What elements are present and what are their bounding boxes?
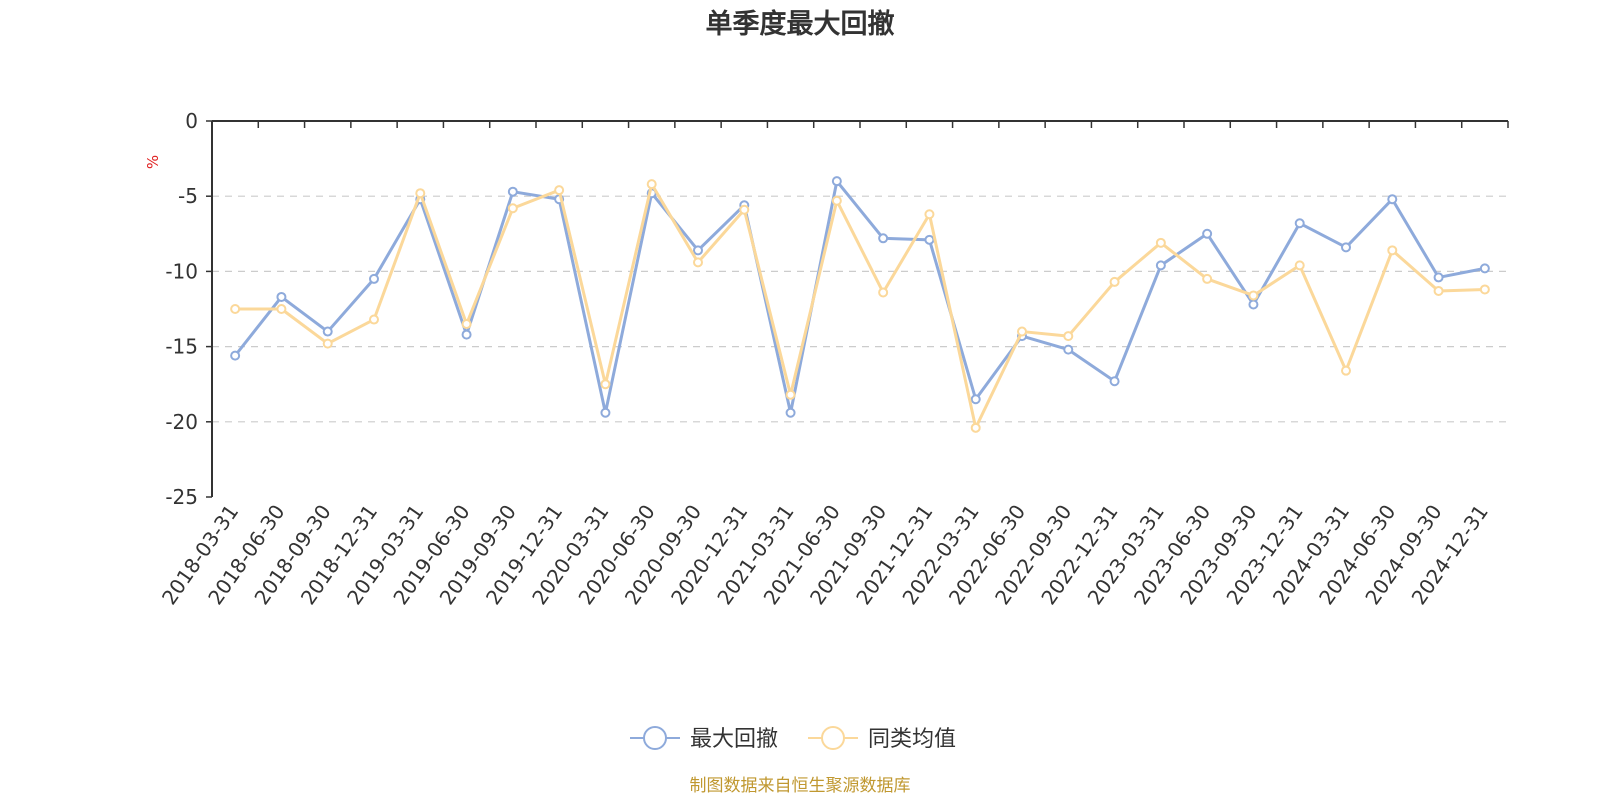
y-tick-label: 0 xyxy=(185,109,198,133)
data-point[interactable] xyxy=(507,203,518,214)
data-point[interactable] xyxy=(1063,344,1074,355)
data-point[interactable] xyxy=(1479,263,1490,274)
data-point[interactable] xyxy=(1387,245,1398,256)
data-point[interactable] xyxy=(924,234,935,245)
legend-label: 同类均值 xyxy=(868,727,956,752)
data-point[interactable] xyxy=(276,304,287,314)
data-point[interactable] xyxy=(1433,272,1444,283)
y-tick-label: -10 xyxy=(165,259,198,283)
y-tick-label: -25 xyxy=(165,485,198,509)
data-point[interactable] xyxy=(693,245,703,256)
data-point[interactable] xyxy=(785,407,796,418)
y-axis-label: % xyxy=(144,155,162,169)
data-point[interactable] xyxy=(1433,285,1444,296)
data-point[interactable] xyxy=(831,176,842,187)
data-point[interactable] xyxy=(785,389,796,400)
data-point[interactable] xyxy=(415,188,426,199)
legend-item-1[interactable]: 同类均值 xyxy=(808,726,956,752)
data-point[interactable] xyxy=(1109,376,1120,387)
y-tick-label: -20 xyxy=(165,410,198,434)
data-point[interactable] xyxy=(1387,194,1398,205)
data-point[interactable] xyxy=(1155,237,1166,248)
data-point[interactable] xyxy=(1479,284,1490,295)
data-point[interactable] xyxy=(1248,290,1259,301)
legend-marker xyxy=(643,726,667,750)
data-point[interactable] xyxy=(507,186,518,197)
data-point[interactable] xyxy=(322,338,333,349)
x-tick-labels: 2018-03-312018-06-302018-09-302018-12-31… xyxy=(157,500,1493,609)
data-point[interactable] xyxy=(1248,299,1259,310)
data-point[interactable] xyxy=(322,326,333,337)
data-point[interactable] xyxy=(1063,331,1074,342)
data-point[interactable] xyxy=(878,287,889,298)
data-point[interactable] xyxy=(739,204,750,215)
data-point[interactable] xyxy=(1202,273,1213,284)
data-point[interactable] xyxy=(1109,276,1120,287)
legend-label: 最大回撤 xyxy=(690,727,778,752)
legend[interactable]: 最大回撤 同类均值 xyxy=(630,726,956,752)
data-point[interactable] xyxy=(970,394,981,405)
data-point[interactable] xyxy=(924,209,935,220)
data-point[interactable] xyxy=(1294,260,1305,271)
data-point[interactable] xyxy=(1202,228,1213,239)
data-point[interactable] xyxy=(600,407,611,418)
series-line xyxy=(235,182,1485,430)
data-point[interactable] xyxy=(369,273,379,284)
data-point[interactable] xyxy=(693,257,703,268)
data-point[interactable] xyxy=(461,319,472,330)
data-point[interactable] xyxy=(1341,365,1351,376)
data-point[interactable] xyxy=(1341,242,1351,253)
data-point[interactable] xyxy=(554,185,565,196)
data-point[interactable] xyxy=(600,379,611,390)
legend-marker xyxy=(821,726,845,750)
source-note: 制图数据来自恒生聚源数据库 xyxy=(690,776,911,796)
data-point[interactable] xyxy=(646,179,657,190)
data-point[interactable] xyxy=(276,291,287,302)
series-1 xyxy=(230,179,1490,433)
series-layer xyxy=(230,176,1490,433)
data-point[interactable] xyxy=(878,233,889,244)
y-tick-labels: 0 -5 -10 -15 -20 -25 xyxy=(165,109,198,509)
data-point[interactable] xyxy=(970,422,981,433)
series-0 xyxy=(230,176,1490,418)
data-point[interactable] xyxy=(369,314,379,325)
data-point[interactable] xyxy=(230,304,241,314)
y-tick-label: -15 xyxy=(165,335,198,359)
legend-item-0[interactable]: 最大回撤 xyxy=(630,726,778,752)
data-point[interactable] xyxy=(1017,326,1027,337)
series-line xyxy=(233,179,1486,415)
chart-title: 单季度最大回撤 xyxy=(706,8,895,40)
y-tick-label: -5 xyxy=(178,184,198,208)
data-point[interactable] xyxy=(831,195,842,206)
data-point[interactable] xyxy=(1155,260,1166,271)
axes xyxy=(206,120,1509,498)
data-point[interactable] xyxy=(461,329,472,340)
data-point[interactable] xyxy=(230,350,241,361)
data-point[interactable] xyxy=(1294,218,1305,229)
